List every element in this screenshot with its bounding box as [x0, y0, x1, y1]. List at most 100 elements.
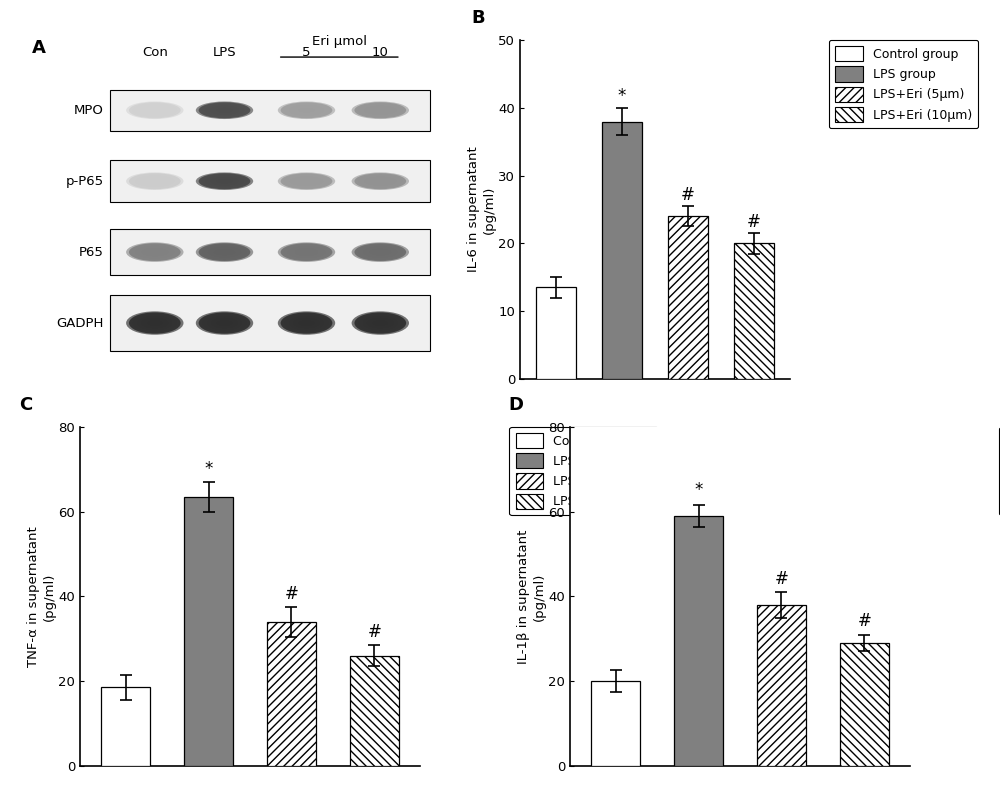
Ellipse shape [199, 102, 250, 118]
Ellipse shape [366, 177, 395, 185]
Ellipse shape [352, 311, 409, 334]
Ellipse shape [295, 248, 318, 256]
Bar [110, 295, 430, 351]
Ellipse shape [357, 103, 403, 118]
Ellipse shape [135, 175, 175, 187]
Ellipse shape [366, 247, 395, 257]
Bar [668, 216, 708, 379]
Text: 5: 5 [302, 47, 311, 60]
Ellipse shape [372, 319, 389, 326]
Ellipse shape [369, 318, 392, 328]
Bar [602, 122, 642, 379]
Ellipse shape [146, 319, 163, 326]
Ellipse shape [289, 316, 324, 330]
Ellipse shape [143, 318, 166, 328]
Ellipse shape [216, 319, 233, 326]
Ellipse shape [357, 314, 403, 332]
Ellipse shape [284, 103, 329, 118]
Ellipse shape [357, 244, 403, 260]
Ellipse shape [286, 175, 327, 187]
Ellipse shape [286, 104, 327, 116]
Ellipse shape [132, 314, 178, 332]
Ellipse shape [202, 174, 247, 189]
Ellipse shape [354, 243, 406, 261]
Bar [350, 656, 399, 766]
Ellipse shape [281, 243, 332, 261]
Ellipse shape [196, 243, 253, 262]
Bar [101, 688, 150, 766]
Ellipse shape [213, 318, 236, 328]
Ellipse shape [199, 243, 250, 261]
Y-axis label: IL-6 in supernatant
(pg/ml): IL-6 in supernatant (pg/ml) [467, 147, 495, 272]
Ellipse shape [363, 247, 398, 258]
Ellipse shape [207, 105, 242, 115]
Ellipse shape [354, 173, 406, 189]
Ellipse shape [213, 106, 236, 114]
Ellipse shape [210, 318, 239, 329]
Ellipse shape [372, 179, 389, 184]
Ellipse shape [126, 243, 184, 262]
Text: #: # [857, 613, 871, 630]
Ellipse shape [354, 102, 406, 118]
Y-axis label: IL-1β in supernatant
(pg/ml): IL-1β in supernatant (pg/ml) [517, 530, 545, 663]
Ellipse shape [129, 313, 181, 334]
Ellipse shape [372, 249, 389, 255]
Ellipse shape [126, 102, 184, 119]
Ellipse shape [138, 316, 172, 330]
Ellipse shape [140, 318, 169, 329]
Ellipse shape [286, 245, 327, 259]
Bar [536, 288, 576, 379]
Ellipse shape [366, 106, 395, 114]
Ellipse shape [369, 177, 392, 185]
Ellipse shape [360, 104, 400, 116]
Text: D: D [509, 396, 524, 413]
Ellipse shape [146, 108, 163, 113]
Ellipse shape [360, 175, 400, 187]
Ellipse shape [278, 311, 335, 334]
Ellipse shape [143, 177, 166, 185]
Ellipse shape [129, 313, 181, 334]
Ellipse shape [281, 102, 332, 118]
Ellipse shape [143, 106, 166, 114]
Ellipse shape [278, 102, 335, 119]
Ellipse shape [207, 176, 242, 186]
Text: #: # [747, 214, 761, 231]
Ellipse shape [281, 313, 332, 334]
Ellipse shape [281, 313, 332, 334]
Ellipse shape [354, 313, 406, 334]
Text: MPO: MPO [74, 104, 104, 117]
Ellipse shape [298, 249, 315, 255]
Ellipse shape [281, 102, 332, 118]
Ellipse shape [135, 315, 175, 331]
Ellipse shape [363, 105, 398, 115]
Bar [184, 497, 233, 766]
Text: p-P65: p-P65 [65, 175, 104, 188]
Ellipse shape [286, 315, 327, 331]
Ellipse shape [298, 319, 315, 326]
Text: Con: Con [142, 47, 168, 60]
Ellipse shape [369, 248, 392, 256]
Ellipse shape [138, 176, 172, 186]
Ellipse shape [216, 179, 233, 184]
Text: Eri μmol: Eri μmol [312, 35, 367, 48]
Text: B: B [471, 9, 485, 27]
Text: *: * [618, 86, 626, 105]
Ellipse shape [140, 247, 169, 257]
Ellipse shape [216, 249, 233, 255]
Ellipse shape [202, 103, 247, 118]
Bar [840, 643, 889, 766]
Ellipse shape [292, 177, 321, 185]
Ellipse shape [199, 173, 250, 189]
Ellipse shape [281, 173, 332, 189]
Ellipse shape [289, 176, 324, 186]
Bar [267, 622, 316, 766]
Ellipse shape [204, 175, 245, 187]
Y-axis label: TNF-α in supernatant
(pg/ml): TNF-α in supernatant (pg/ml) [27, 526, 55, 667]
Bar [110, 89, 430, 131]
Ellipse shape [129, 173, 181, 189]
Text: P65: P65 [79, 246, 104, 259]
Ellipse shape [210, 247, 239, 257]
Bar [757, 604, 806, 766]
Ellipse shape [129, 243, 181, 261]
Ellipse shape [372, 108, 389, 113]
